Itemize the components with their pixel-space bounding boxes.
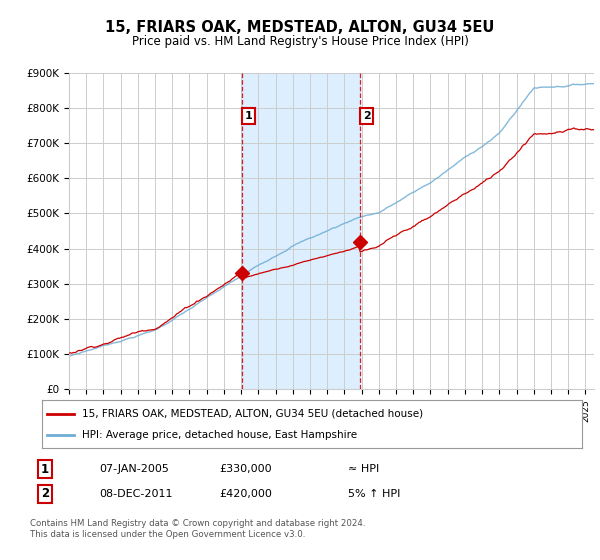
Text: 1: 1 xyxy=(41,463,49,476)
Text: HPI: Average price, detached house, East Hampshire: HPI: Average price, detached house, East… xyxy=(83,430,358,440)
Text: Price paid vs. HM Land Registry's House Price Index (HPI): Price paid vs. HM Land Registry's House … xyxy=(131,35,469,48)
Text: 2: 2 xyxy=(41,487,49,501)
Text: Contains HM Land Registry data © Crown copyright and database right 2024.: Contains HM Land Registry data © Crown c… xyxy=(30,519,365,528)
Text: £330,000: £330,000 xyxy=(219,464,272,474)
Text: 2: 2 xyxy=(363,111,371,121)
Text: 15, FRIARS OAK, MEDSTEAD, ALTON, GU34 5EU (detached house): 15, FRIARS OAK, MEDSTEAD, ALTON, GU34 5E… xyxy=(83,409,424,419)
Text: 08-DEC-2011: 08-DEC-2011 xyxy=(99,489,173,499)
Text: 1: 1 xyxy=(244,111,252,121)
Text: 07-JAN-2005: 07-JAN-2005 xyxy=(99,464,169,474)
Text: ≈ HPI: ≈ HPI xyxy=(348,464,379,474)
Text: £420,000: £420,000 xyxy=(219,489,272,499)
Text: 15, FRIARS OAK, MEDSTEAD, ALTON, GU34 5EU: 15, FRIARS OAK, MEDSTEAD, ALTON, GU34 5E… xyxy=(106,20,494,35)
Text: 5% ↑ HPI: 5% ↑ HPI xyxy=(348,489,400,499)
Bar xyxy=(242,73,360,389)
Text: This data is licensed under the Open Government Licence v3.0.: This data is licensed under the Open Gov… xyxy=(30,530,305,539)
